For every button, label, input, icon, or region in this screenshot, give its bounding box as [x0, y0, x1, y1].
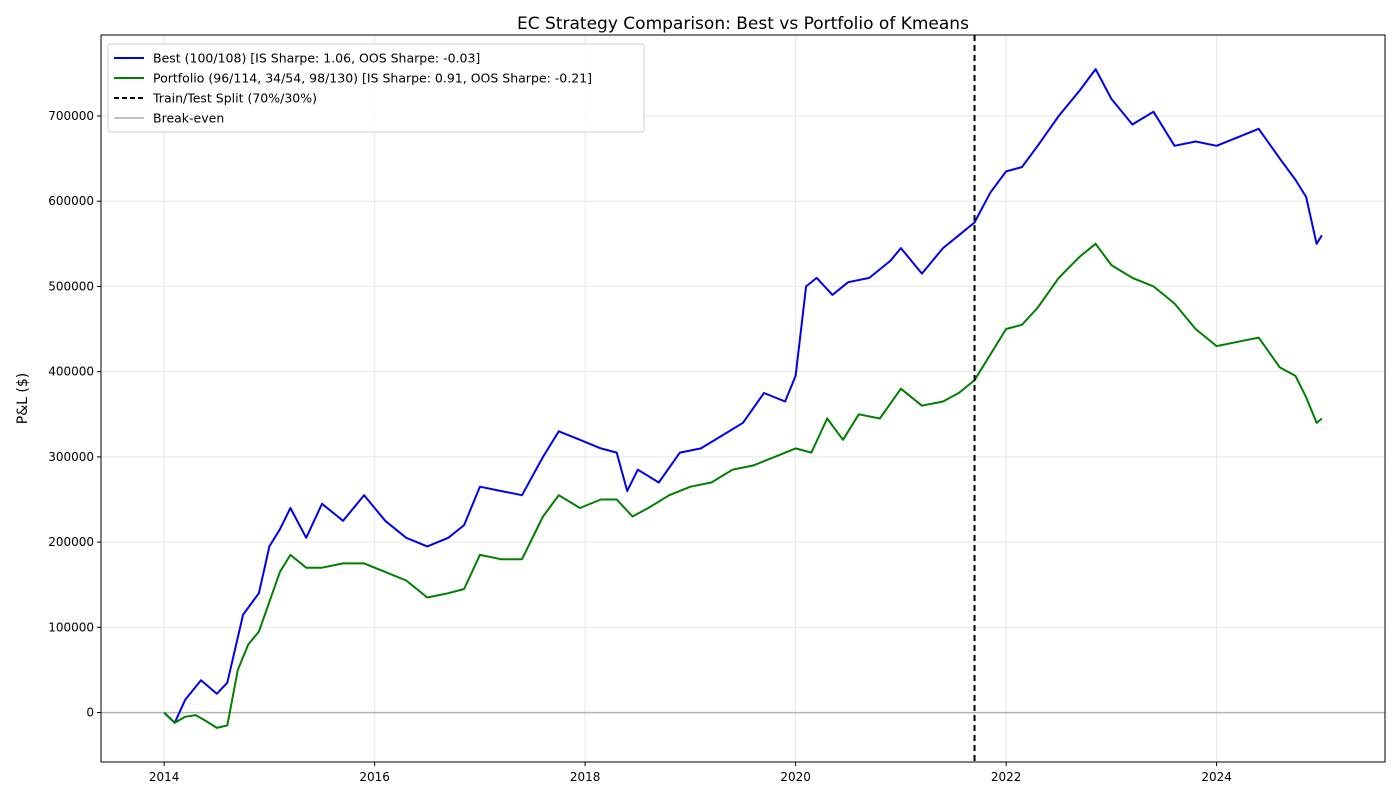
legend-box — [107, 43, 645, 133]
y-tick-label: 400000 — [48, 365, 94, 379]
y-tick-label: 0 — [86, 706, 94, 720]
grid — [101, 35, 1385, 762]
y-tick-label: 700000 — [48, 109, 94, 123]
legend: Best (100/108) [IS Sharpe: 1.06, OOS Sha… — [107, 43, 645, 133]
chart-title: EC Strategy Comparison: Best vs Portfoli… — [517, 14, 969, 34]
y-tick-label: 300000 — [48, 450, 94, 464]
x-tick-label: 2014 — [149, 770, 180, 784]
x-tick-label: 2018 — [570, 770, 601, 784]
series-line-portfolio — [163, 242, 1323, 729]
legend-label: Train/Test Split (70%/30%) — [152, 91, 317, 106]
y-tick-label: 600000 — [48, 194, 94, 208]
y-axis-ticks: 0 100000 200000 300000 400000 500000 600000 700… — [48, 109, 101, 720]
y-axis-label: P&L ($) — [15, 373, 31, 424]
y-tick-label: 100000 — [48, 620, 94, 634]
x-tick-label: 2024 — [1201, 770, 1232, 784]
x-tick-label: 2022 — [991, 770, 1022, 784]
y-tick-label: 500000 — [48, 279, 94, 293]
plot-frame — [100, 34, 1386, 763]
x-tick-label: 2016 — [359, 770, 390, 784]
legend-label: Break-even — [153, 111, 224, 126]
legend-label: Portfolio (96/114, 34/54, 98/130) [IS Sh… — [153, 71, 592, 86]
y-tick-label: 200000 — [48, 535, 94, 549]
x-axis-ticks: 2014 2016 2018 2020 2022 2024 — [149, 762, 1232, 784]
x-tick-label: 2020 — [780, 770, 811, 784]
series-lines — [163, 35, 1323, 762]
series-line-best — [163, 68, 1323, 724]
legend-label: Best (100/108) [IS Sharpe: 1.06, OOS Sha… — [153, 51, 480, 66]
